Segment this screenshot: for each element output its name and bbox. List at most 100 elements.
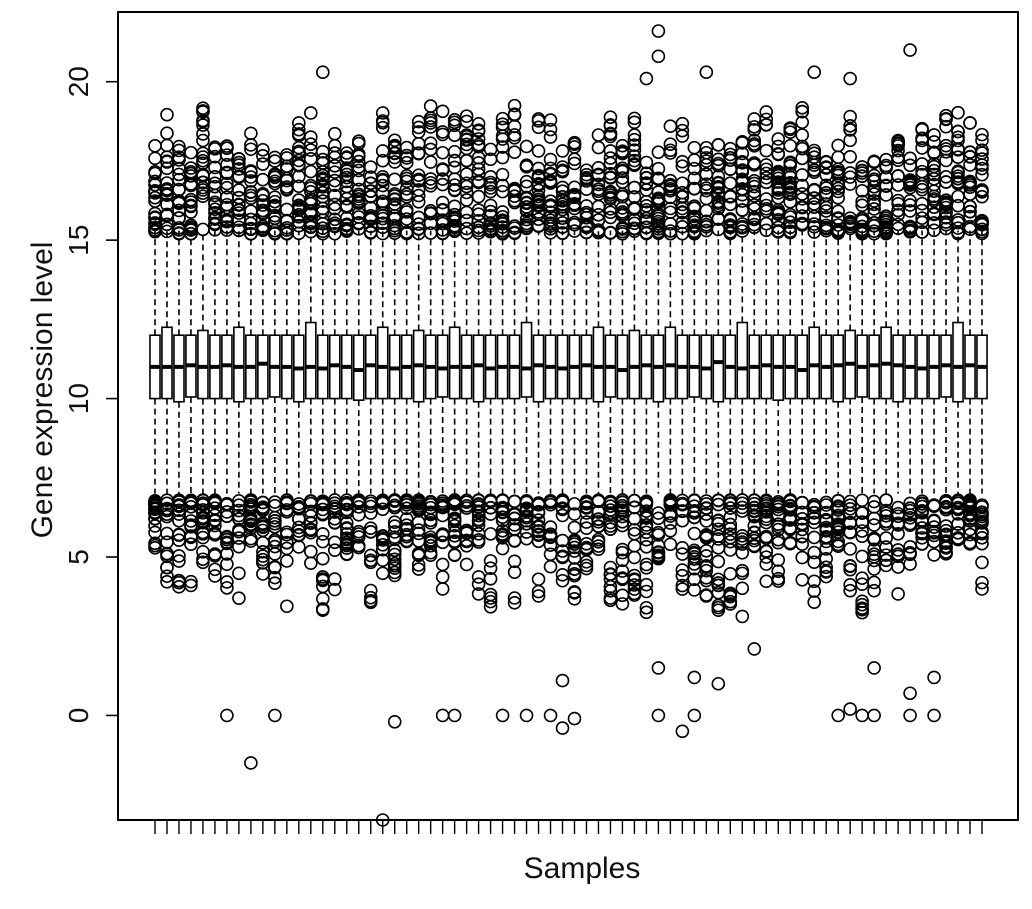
outlier-point [915,141,929,155]
outlier-point [759,574,774,589]
y-tick-label: 20 [63,66,94,97]
outlier-point [675,205,690,220]
x-axis-label: Samples [524,852,641,885]
outlier-point [807,65,822,80]
outlier-point [184,578,198,593]
outlier-point [795,522,810,537]
outlier-point [879,158,893,173]
outlier-point [543,122,558,137]
outlier-point [220,581,234,595]
outlier-point [771,564,786,579]
outlier-point [783,121,798,135]
outlier-point [975,167,989,182]
outlier-point [903,43,917,57]
outlier-point [471,518,486,533]
outlier-point [208,526,222,540]
outlier-point [687,161,702,176]
outlier-point [675,116,690,131]
outlier-point [579,500,594,514]
outlier-point [939,138,953,153]
outlier-point [735,545,750,560]
outlier-point [292,122,306,137]
outlier-point [411,523,426,537]
outlier-point [387,543,402,558]
outlier-point [807,143,822,158]
outlier-point [196,118,210,132]
outlier-point [555,208,570,223]
outlier-point [315,144,330,159]
outlier-point [627,143,642,157]
outlier-point [256,523,270,538]
outlier-point [699,563,714,578]
outlier-point [531,572,546,587]
outlier-point [495,527,510,542]
outlier-point [304,152,318,166]
outlier-point [723,162,738,177]
outlier-point [627,572,642,586]
outlier-point [304,106,318,120]
outlier-point [747,185,762,199]
outlier-point [735,563,750,578]
outlier-point [184,537,198,551]
outlier-point [855,163,869,178]
box [712,334,725,403]
outlier-point [843,562,857,577]
outlier-point [975,526,989,541]
outlier-point [711,529,726,544]
outlier-point [387,559,402,573]
outlier-point [795,128,810,142]
outlier-point [184,205,198,219]
outlier-point [315,534,330,549]
box [892,334,904,403]
outlier-point [579,174,594,188]
outlier-point [711,156,726,171]
outlier-point [268,208,282,223]
outlier-point [387,218,402,233]
outlier-point [220,139,234,153]
box [664,326,677,400]
outlier-point [172,211,186,225]
outlier-point [591,160,606,175]
outlier-point [567,585,582,599]
outlier-point [747,525,762,540]
outlier-point [160,187,174,201]
outlier-point [639,166,654,181]
outlier-point [567,520,582,535]
outlier-point [879,493,893,507]
outlier-point [423,116,438,130]
outlier-point [603,593,618,608]
outlier-point [160,138,174,153]
outlier-point [304,164,318,179]
outlier-point [951,215,965,230]
outlier-point [483,572,498,586]
outlier-point [232,524,246,539]
outlier-point [543,708,558,723]
outlier-point [891,526,905,541]
outlier-point [232,566,246,581]
outlier-point [208,188,222,203]
outlier-point [483,587,498,602]
outlier-point [519,708,534,723]
outlier-point [411,168,426,183]
y-axis-label: Gene expression level [26,242,59,539]
outlier-point [591,512,606,526]
outlier-point [855,160,869,174]
outlier-point [184,226,198,241]
box [304,321,317,400]
outlier-point [447,505,462,520]
outlier-point [268,520,282,534]
outlier-point [807,584,822,598]
outlier-point [723,190,738,204]
outlier-point [639,155,654,170]
outlier-point [927,513,941,528]
outlier-point [843,542,857,556]
box [161,326,173,400]
outlier-point [567,156,582,171]
outlier-point [256,172,270,187]
outlier-point [208,569,222,583]
outlier-point [531,534,546,549]
outlier-point [771,574,786,588]
outlier-point [951,226,965,241]
outlier-point [244,138,258,152]
